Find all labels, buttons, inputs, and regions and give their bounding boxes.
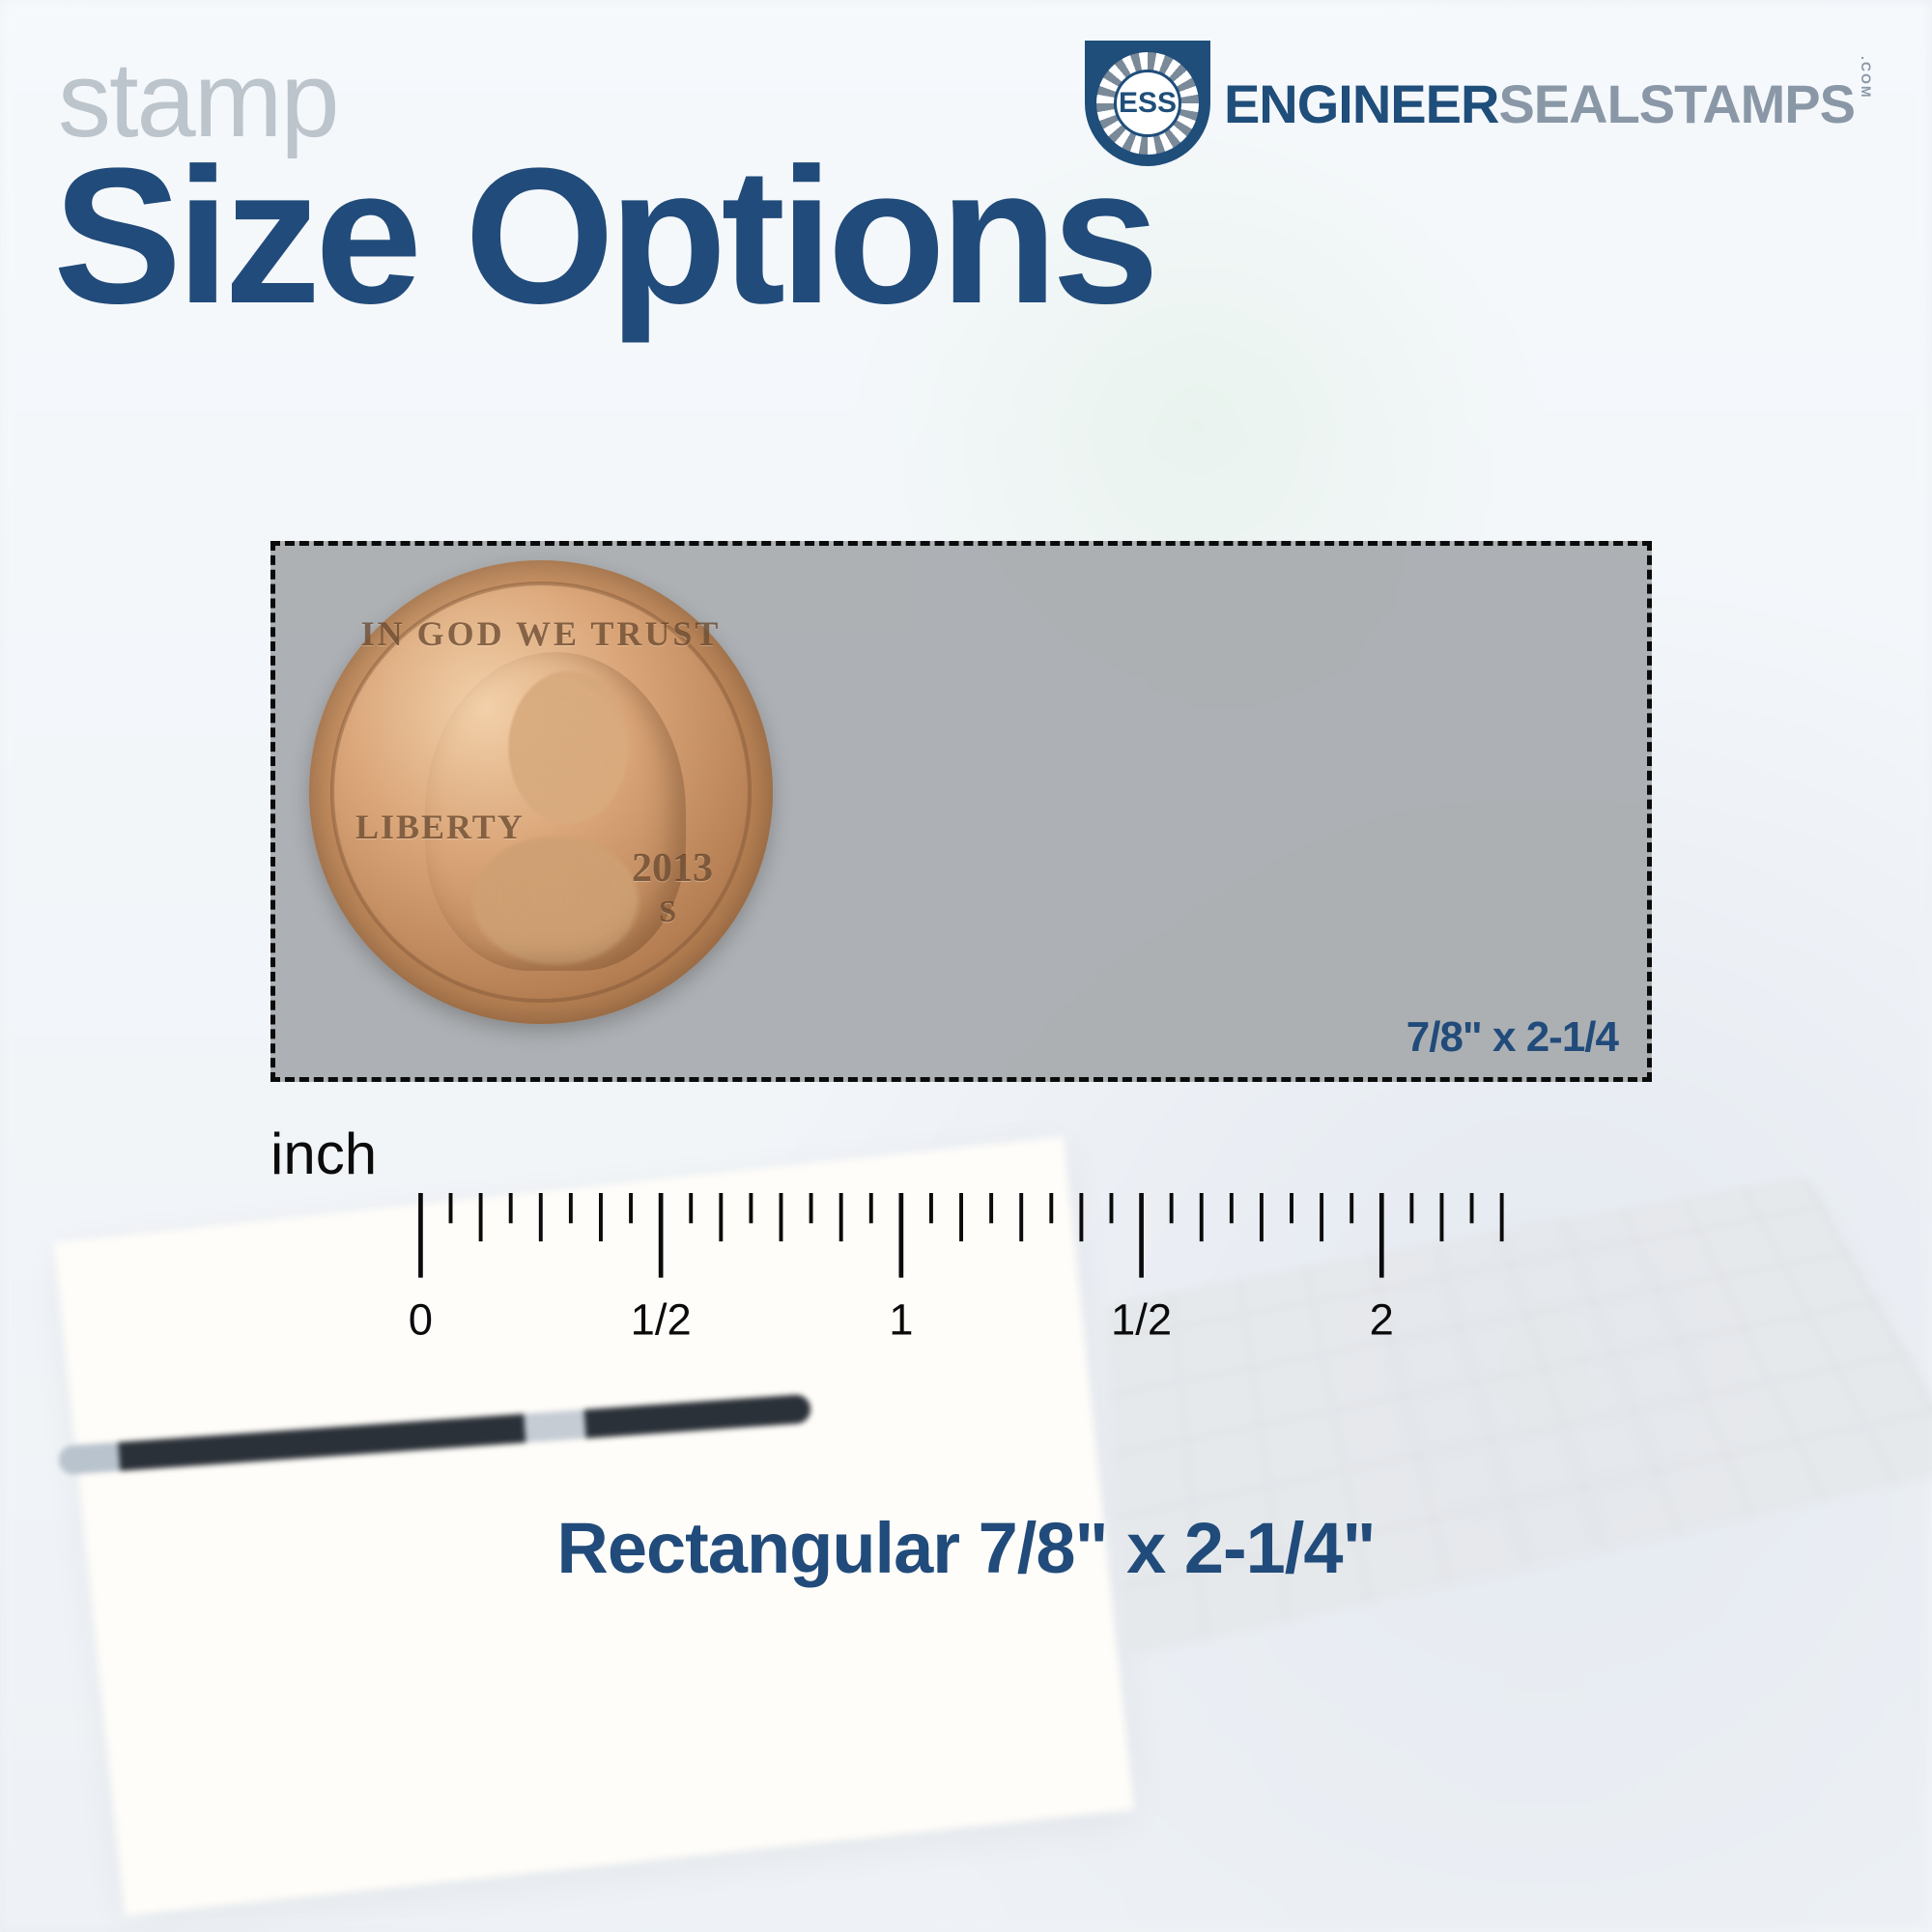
logo-word-primary: ENGINEER [1224,73,1499,134]
penny-year: 2013 [632,845,713,892]
inch-ruler: 0 1/2 1 1/2 2 [270,1193,1652,1367]
ruler-unit-label: inch [270,1121,377,1187]
svg-text:1/2: 1/2 [631,1294,692,1344]
penny-motto: IN GOD WE TRUST [309,613,773,654]
penny-reference-coin: IN GOD WE TRUST LIBERTY 2013 S [309,560,773,1024]
page-title: Size Options [53,140,1153,333]
logo-word-secondary: SEALSTAMPS [1498,73,1855,134]
logo-wordmark: ENGINEERSEALSTAMPS.COM [1224,72,1874,135]
stamp-corner-dimension: 7/8" x 2-1/4 [1406,1013,1618,1062]
svg-text:2: 2 [1370,1294,1394,1344]
svg-text:0: 0 [409,1294,433,1344]
svg-text:1: 1 [889,1294,913,1344]
penny-liberty: LIBERTY [355,807,525,847]
logo-badge-text: ESS [1114,70,1181,137]
logo-suffix: .COM [1859,56,1874,99]
brand-logo: ESS ENGINEERSEALSTAMPS.COM [1085,41,1874,166]
svg-text:1/2: 1/2 [1111,1294,1172,1344]
stamp-dimension-caption: Rectangular 7/8" x 2-1/4" [0,1507,1932,1589]
penny-mint-mark: S [659,894,676,929]
logo-badge: ESS [1085,41,1210,166]
